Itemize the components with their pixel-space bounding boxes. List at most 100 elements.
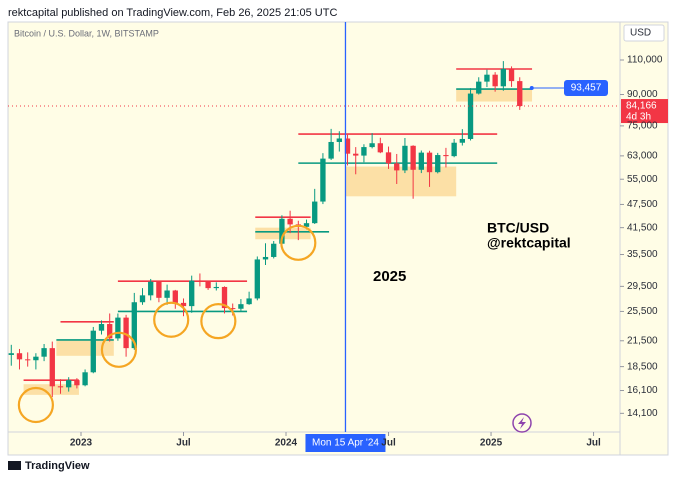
candle-body: [148, 281, 154, 296]
candle-body: [467, 93, 474, 139]
candle-body: [33, 356, 39, 361]
candle-body: [41, 348, 47, 357]
candle-body: [303, 223, 310, 227]
candle-body: [410, 145, 416, 170]
y-tick-label: 110,000: [627, 55, 663, 66]
highlight-circle: [153, 301, 190, 338]
currency-label: USD: [630, 28, 651, 39]
highlight-circle: [17, 386, 54, 424]
candle-body: [517, 81, 523, 107]
x-tick-label: 2025: [480, 438, 503, 449]
crosshair-x-label: Mon 15 Apr '24: [312, 438, 379, 449]
candle-body: [205, 281, 211, 289]
last-price-box: [621, 99, 668, 124]
candle-body: [107, 324, 113, 339]
y-tick-label: 47,500: [627, 199, 658, 210]
candle-body: [394, 163, 400, 171]
y-tick-label: 25,500: [627, 306, 658, 317]
candle-body: [353, 153, 359, 156]
annotation-author: @rektcapital: [487, 235, 571, 251]
candle-body: [328, 141, 334, 159]
logo-icon: [512, 413, 532, 433]
candle-body: [287, 218, 293, 225]
annotation-year: 2025: [373, 268, 406, 285]
candle-body: [189, 280, 195, 307]
y-tick-label: 16,100: [627, 385, 658, 396]
candle-body: [131, 302, 137, 349]
candle-body: [402, 145, 408, 171]
last-price-label: 84,166: [626, 101, 657, 112]
countdown-label: 4d 3h: [626, 112, 651, 123]
candle-body: [16, 353, 23, 360]
y-tick-label: 18,500: [627, 361, 658, 372]
logo-bolt: [518, 417, 526, 429]
y-tick-label: 90,000: [627, 89, 658, 100]
candle-body: [484, 74, 490, 82]
y-tick-label: 55,000: [627, 174, 658, 185]
candle-body: [476, 81, 482, 94]
candle-body: [312, 201, 318, 224]
candle-body: [435, 155, 441, 173]
candle-body: [213, 286, 219, 289]
y-tick-label: 14,100: [627, 408, 658, 419]
candle-body: [74, 380, 80, 386]
x-tick-label: Jul: [381, 438, 396, 449]
candle-body: [459, 138, 466, 143]
candle-body: [238, 304, 244, 309]
x-tick-label: 2024: [275, 438, 298, 449]
candle-body: [443, 155, 449, 157]
candle-body: [492, 74, 498, 87]
candle-body: [156, 281, 162, 298]
candle-body: [49, 348, 55, 387]
candle-body: [361, 147, 367, 156]
zone: [56, 339, 114, 356]
candle-body: [385, 152, 392, 164]
highlight-circle: [280, 224, 317, 261]
candle-body: [115, 317, 121, 339]
candle-body: [500, 68, 507, 87]
levels: [23, 68, 533, 381]
brand-logo: [8, 461, 21, 470]
y-tick-label: 29,500: [627, 281, 658, 292]
y-tick-label: 63,000: [627, 151, 658, 162]
candle-body: [230, 308, 236, 310]
candle-body: [508, 68, 515, 82]
currency-box: [623, 24, 665, 42]
candle-body: [66, 380, 72, 388]
candle-body: [90, 330, 96, 373]
chart-panel: [7, 21, 669, 456]
candle-body: [451, 142, 457, 157]
candle-body: [336, 138, 342, 142]
annotation-pair: BTC/USD: [487, 220, 549, 236]
candle-body: [98, 324, 105, 331]
candles: [8, 61, 523, 398]
candle-body: [426, 152, 433, 173]
candle-body: [369, 143, 375, 148]
candle-body: [123, 317, 129, 349]
candle-body: [279, 218, 285, 244]
candle-body: [172, 290, 178, 303]
candle-body: [25, 359, 31, 361]
candle-body: [221, 286, 228, 309]
highlight-circle: [200, 303, 237, 340]
candle-body: [82, 372, 88, 386]
candle-body: [320, 158, 326, 202]
symbol-title: Bitcoin / U.S. Dollar, 1W, BITSTAMP: [14, 28, 159, 38]
candle-body: [8, 353, 14, 355]
x-tick-label: 2023: [70, 438, 93, 449]
crosshair-dot: [529, 86, 534, 91]
candle-body: [271, 243, 277, 257]
candle-body: [197, 280, 203, 282]
highlight-circle: [100, 331, 138, 368]
x-tick-label: Jul: [176, 438, 191, 449]
y-tick-label: 75,000: [627, 121, 658, 132]
zone: [456, 89, 533, 102]
y-tick-label: 21,500: [627, 335, 658, 346]
candle-body: [344, 138, 351, 154]
candle-body: [57, 386, 64, 388]
candle-body: [254, 259, 260, 299]
publish-header: rektcapital published on TradingView.com…: [8, 7, 337, 19]
